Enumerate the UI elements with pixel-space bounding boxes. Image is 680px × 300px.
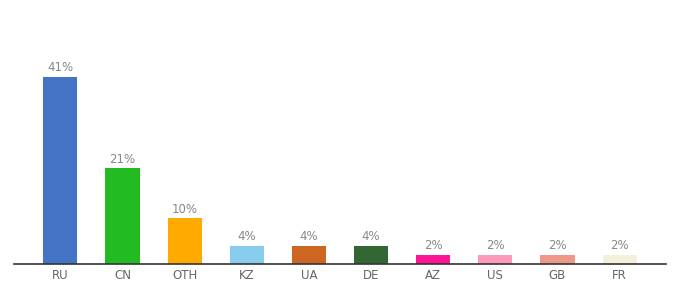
- Text: 4%: 4%: [237, 230, 256, 243]
- Text: 2%: 2%: [424, 239, 443, 252]
- Text: 2%: 2%: [611, 239, 629, 252]
- Bar: [230, 246, 264, 264]
- Text: 21%: 21%: [109, 152, 135, 166]
- Bar: [602, 255, 636, 264]
- Text: 10%: 10%: [171, 203, 198, 216]
- Text: 2%: 2%: [486, 239, 505, 252]
- Text: 4%: 4%: [300, 230, 318, 243]
- Bar: [354, 246, 388, 264]
- Text: 2%: 2%: [548, 239, 567, 252]
- Bar: [105, 168, 139, 264]
- Bar: [44, 77, 78, 264]
- Bar: [167, 218, 202, 264]
- Text: 41%: 41%: [48, 61, 73, 74]
- Bar: [478, 255, 513, 264]
- Bar: [292, 246, 326, 264]
- Text: 4%: 4%: [362, 230, 380, 243]
- Bar: [416, 255, 450, 264]
- Bar: [541, 255, 575, 264]
